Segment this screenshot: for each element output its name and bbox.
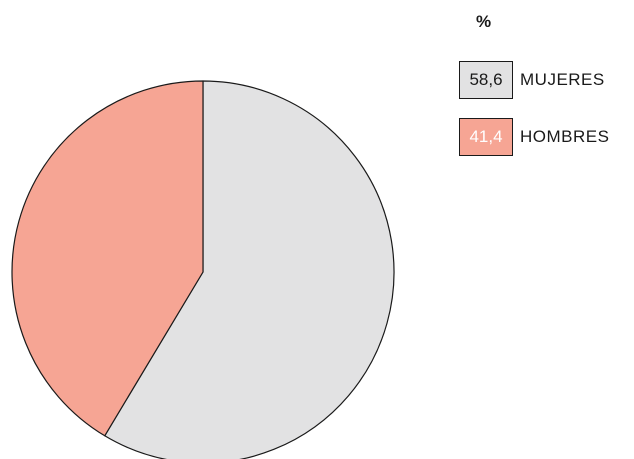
legend-swatch-mujeres: 58,6	[459, 61, 513, 99]
legend-title: %	[476, 12, 492, 31]
pie-slice-hombres	[11, 80, 204, 437]
legend-label-hombres: HOMBRES	[520, 127, 610, 146]
legend-swatch-hombres: 41,4	[459, 118, 513, 156]
legend-item-hombres: 41,4 HOMBRES	[459, 117, 609, 157]
pie-slice-mujeres	[104, 80, 395, 459]
legend-label-mujeres: MUJERES	[520, 70, 605, 89]
legend-item-mujeres: 58,6 MUJERES	[459, 60, 605, 100]
